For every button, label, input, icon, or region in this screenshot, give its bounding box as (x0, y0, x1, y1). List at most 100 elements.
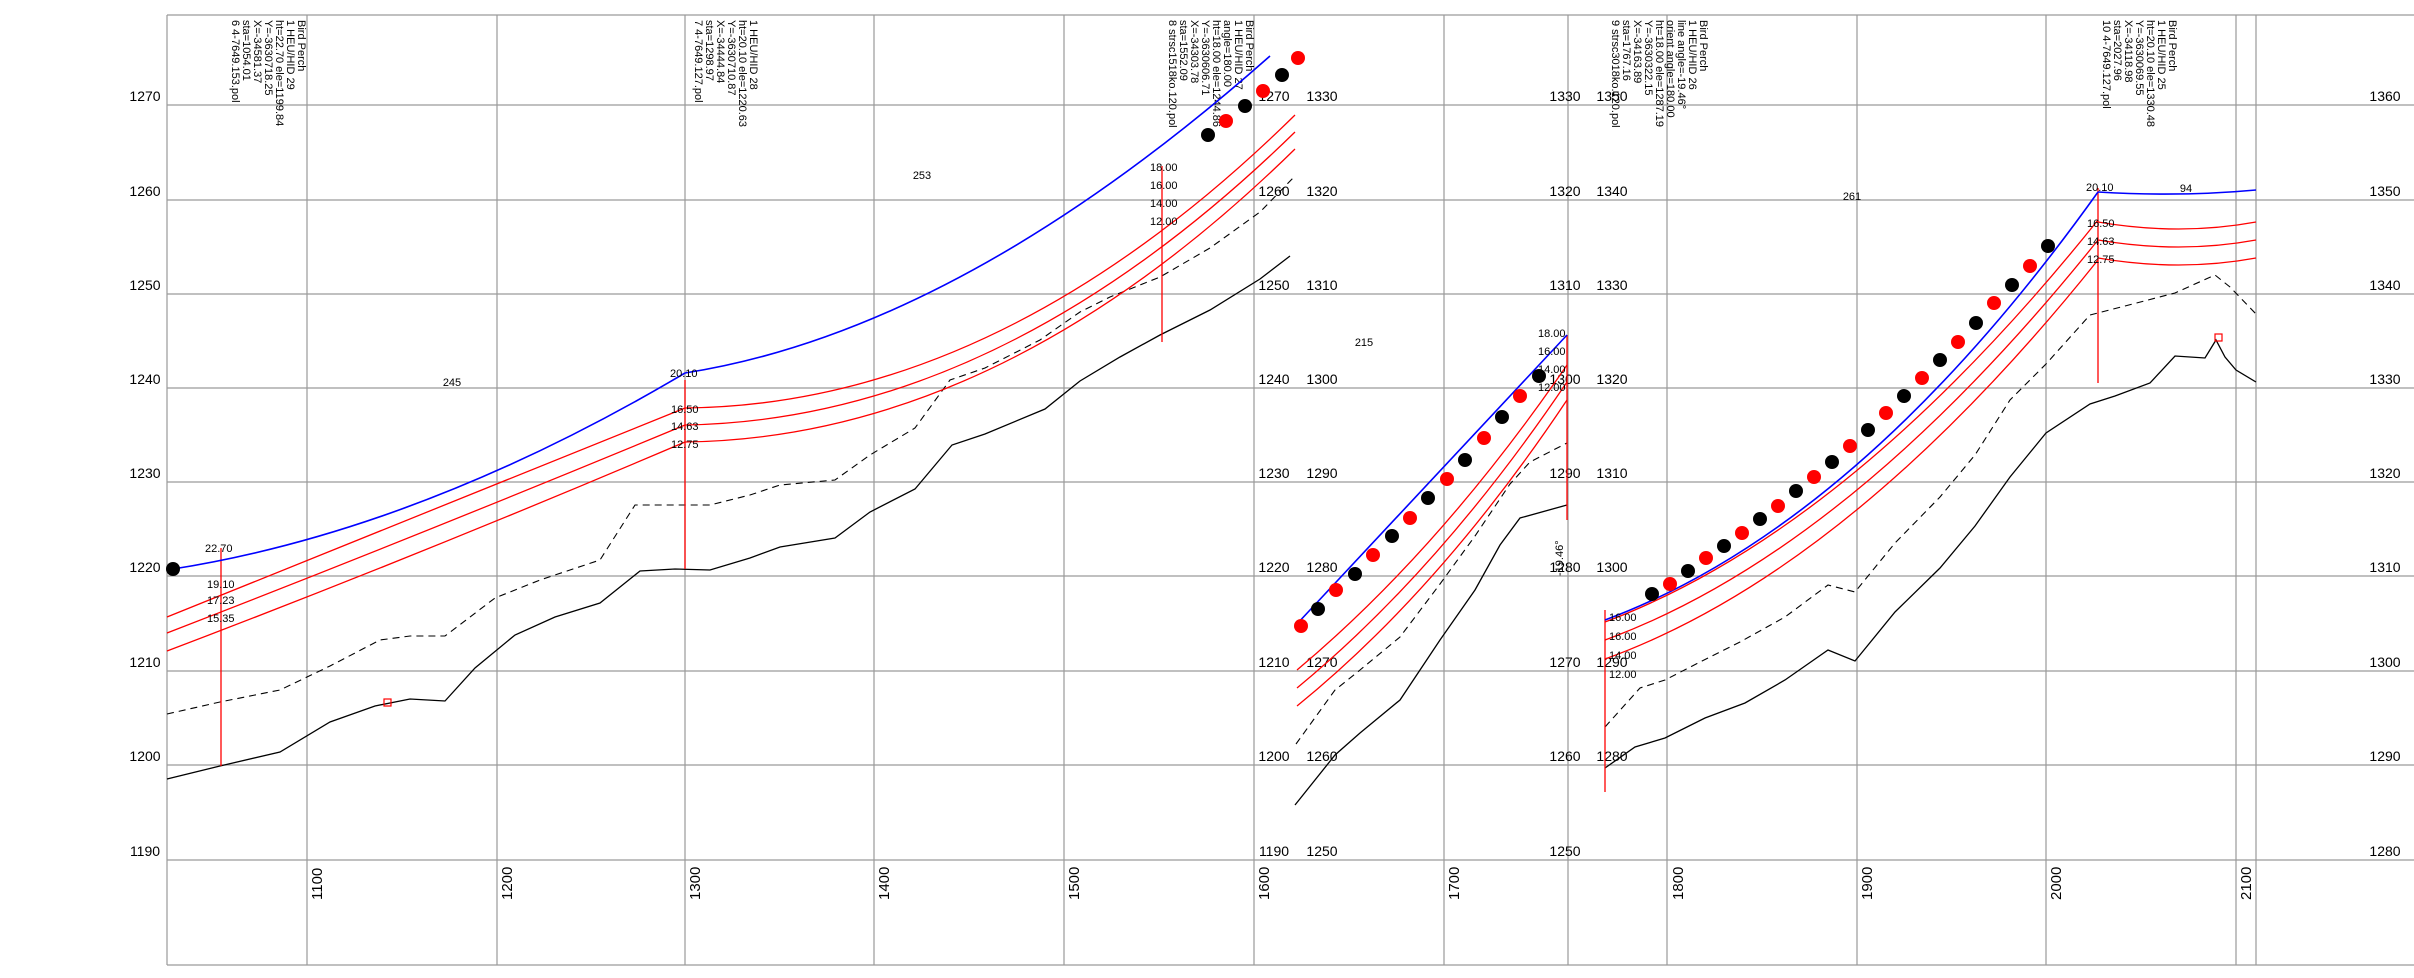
elev-label-mid: 1320 (1306, 183, 1337, 199)
elev-label-mid: 1210 (1258, 654, 1289, 670)
marker-dot-black (1275, 68, 1289, 82)
attach-label: 19.10 (207, 579, 235, 591)
clearance-curve (1604, 219, 2099, 623)
marker-dot-red (1329, 583, 1343, 597)
profile-grid (166, 14, 2414, 966)
span-length-label: 94 (2180, 183, 2192, 195)
svg-text:10 4-7649.127.pol: 10 4-7649.127.pol (2100, 20, 2112, 109)
marker-dot-black (1238, 99, 1252, 113)
clearance-curve (1604, 239, 2099, 641)
elev-label-mid: 1310 (1596, 465, 1627, 481)
clearance-curve (1296, 364, 1568, 671)
attach-label: 18.00 (1150, 162, 1178, 174)
marker-dot-red (1879, 406, 1893, 420)
elev-label-mid: 1270 (1306, 654, 1337, 670)
elev-label-left: 1190 (130, 843, 160, 859)
svg-text:1 HEU/HID 27: 1 HEU/HID 27 (1232, 20, 1244, 90)
attach-label: 14.63 (671, 421, 699, 433)
clearance-curve (166, 441, 686, 652)
elev-label-mid: 1330 (1549, 88, 1580, 104)
ground-profile (166, 255, 1291, 780)
marker-dot-red (1477, 431, 1491, 445)
station-label: 2100 (2238, 867, 2255, 900)
elev-label-mid: 1200 (1258, 748, 1289, 764)
svg-text:Y=-3630710.87: Y=-3630710.87 (725, 20, 737, 96)
elev-label-mid: 1250 (1258, 277, 1289, 293)
attach-label: 16.00 (1609, 631, 1637, 643)
svg-text:X=-34581.37: X=-34581.37 (251, 20, 263, 83)
marker-dot-black (2041, 239, 2055, 253)
marker-dot-red (1951, 335, 1965, 349)
line-angle-note: -19.46° (1554, 540, 1566, 576)
marker-dot-red (1219, 114, 1233, 128)
elev-label-right: 1320 (2369, 465, 2400, 481)
ground-point-marker (2214, 333, 2223, 342)
conductor-wire (2097, 189, 2257, 195)
buffer-profile (1604, 274, 2257, 728)
structure-9-info: 9 strsc3018ko.120.pol sta=1767.16 X=-341… (1609, 20, 1709, 128)
attach-label: 14.00 (1150, 198, 1178, 210)
bird-markers (166, 51, 2055, 633)
marker-dot-red (1843, 439, 1857, 453)
svg-text:sta=1552.09: sta=1552.09 (1177, 20, 1189, 81)
svg-text:sta=1054.01: sta=1054.01 (240, 20, 252, 81)
elev-label-mid: 1290 (1306, 465, 1337, 481)
elev-label-right: 1340 (2369, 277, 2400, 293)
elev-label-left: 1260 (129, 183, 160, 199)
elev-label-mid: 1220 (1258, 559, 1289, 575)
clearance-curve (684, 131, 1296, 426)
attach-label: 14.63 (2087, 236, 2115, 248)
station-label: 1600 (1256, 867, 1273, 900)
marker-dot-red (1735, 526, 1749, 540)
attach-label: 12.75 (2087, 254, 2115, 266)
marker-dot-black (1311, 602, 1325, 616)
span-length-label: 245 (443, 377, 461, 389)
marker-dot-red (1366, 548, 1380, 562)
marker-dot-red (1291, 51, 1305, 65)
span-length-label: 253 (913, 170, 931, 182)
elev-label-left: 1230 (129, 465, 160, 481)
svg-text:orient angle=180.00: orient angle=180.00 (1664, 20, 1676, 118)
elev-label-left: 1220 (129, 559, 160, 575)
elev-label-mid: 1300 (1549, 371, 1580, 387)
svg-text:angle=180.00: angle=180.00 (1221, 20, 1233, 87)
svg-text:1 HEU/HID 25: 1 HEU/HID 25 (2155, 20, 2167, 90)
svg-text:8 strsc1518ko.120.pol: 8 strsc1518ko.120.pol (1166, 20, 1178, 128)
marker-dot-black (1348, 567, 1362, 581)
ground-profile (1604, 338, 2257, 769)
marker-dot-black (1717, 539, 1731, 553)
station-label: 1500 (1066, 867, 1083, 900)
conductor-wire (684, 55, 1271, 374)
station-label: 1800 (1670, 867, 1687, 900)
svg-text:X=-34118.98: X=-34118.98 (2122, 20, 2134, 83)
station-label: 1300 (687, 867, 704, 900)
elev-label-mid: 1250 (1306, 843, 1337, 859)
marker-dot-red (1915, 371, 1929, 385)
marker-dot-black (2005, 278, 2019, 292)
elev-label-left: 1210 (129, 654, 160, 670)
attach-label: 16.50 (2087, 218, 2115, 230)
clearance-curve (684, 114, 1296, 409)
svg-text:line angle=-19.46°: line angle=-19.46° (1675, 20, 1687, 109)
marker-dot-red (1513, 389, 1527, 403)
elev-label-mid: 1300 (1306, 371, 1337, 387)
marker-dot-black (1933, 353, 1947, 367)
elev-label-left: 1200 (129, 748, 160, 764)
svg-text:Y=-3630322.15: Y=-3630322.15 (1642, 20, 1654, 96)
station-label: 1100 (309, 868, 326, 900)
marker-dot-black (1421, 491, 1435, 505)
attach-label: 16.00 (1538, 346, 1566, 358)
elev-label-mid: 1310 (1549, 277, 1580, 293)
marker-dot-black (1825, 455, 1839, 469)
elev-label-mid: 1230 (1258, 465, 1289, 481)
elev-label-mid: 1320 (1596, 371, 1627, 387)
clearance-curve (166, 424, 686, 634)
elev-label-right: 1350 (2369, 183, 2400, 199)
attach-label: 12.00 (1538, 382, 1566, 394)
svg-text:6 4-7649.153.pol: 6 4-7649.153.pol (229, 20, 241, 103)
buffer-profile (166, 175, 1296, 715)
attach-label: 18.00 (1538, 328, 1566, 340)
attach-label: 14.00 (1609, 650, 1637, 662)
elev-label-mid: 1260 (1258, 183, 1289, 199)
